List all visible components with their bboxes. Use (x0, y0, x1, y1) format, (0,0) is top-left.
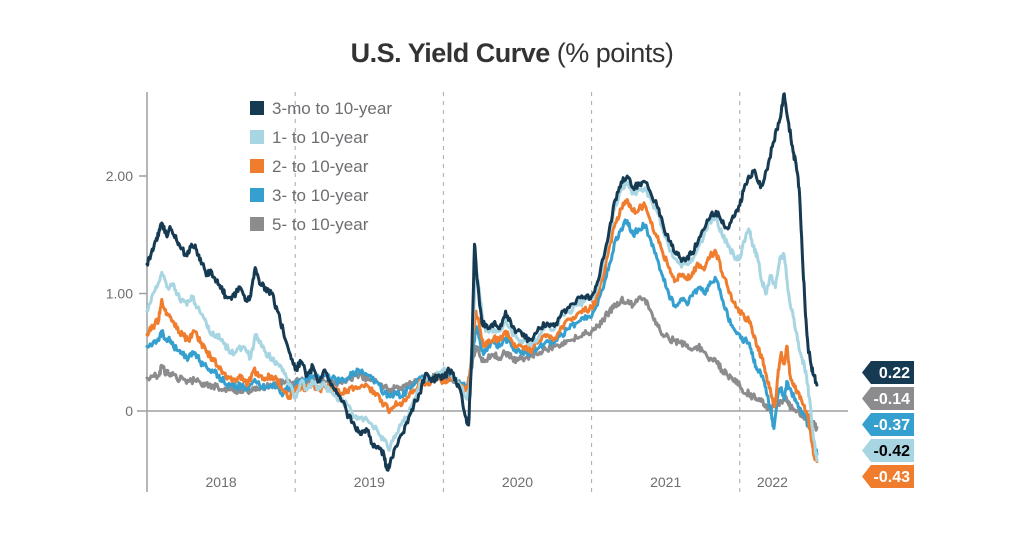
end-value-label: -0.43 (874, 469, 911, 486)
end-value-badge (862, 439, 914, 462)
legend-label: 2- to 10-year (272, 157, 369, 176)
y-ticks: 2.00 1.00 0 (106, 168, 147, 419)
y-tick-label: 1.00 (106, 286, 133, 302)
legend-swatch (250, 188, 264, 202)
legend-label: 5- to 10-year (272, 215, 369, 234)
end-value-badge (862, 387, 914, 410)
x-year-label: 2019 (354, 474, 385, 490)
end-value-label: -0.37 (874, 417, 911, 434)
end-value-badges: 0.22 -0.14 -0.37 -0.42 -0.43 (862, 361, 914, 488)
x-year-label: 2022 (757, 474, 788, 490)
series-line-1-to-10-year (145, 180, 819, 462)
legend-label: 3- to 10-year (272, 186, 369, 205)
end-value-label: -0.42 (874, 443, 911, 460)
x-year-label: 2021 (650, 474, 681, 490)
y-tick-label: 2.00 (106, 168, 133, 184)
chart-title: U.S. Yield Curve (% points) (0, 38, 1024, 69)
x-year-labels: 2018 2019 2020 2021 2022 (206, 474, 789, 490)
x-year-label: 2018 (206, 474, 237, 490)
series-line-3-mo-to-10-year (145, 92, 819, 472)
legend-swatch (250, 217, 264, 231)
series-line-2-to-10-year (145, 198, 819, 463)
end-value-label: 0.22 (879, 365, 910, 382)
legend: 3-mo to 10-year 1- to 10-year 2- to 10-yea… (250, 99, 392, 234)
series-lines (145, 92, 819, 472)
y-tick-label: 0 (125, 403, 133, 419)
end-value-badge (862, 413, 914, 436)
end-value-label: -0.14 (874, 391, 911, 408)
end-value-badge (862, 361, 914, 384)
legend-swatch (250, 159, 264, 173)
axes (137, 92, 848, 492)
legend-swatch (250, 101, 264, 115)
legend-label: 1- to 10-year (272, 128, 369, 147)
series-line-5-to-10-year (145, 295, 819, 432)
chart-title-unit: (% points) (556, 38, 674, 68)
x-year-label: 2020 (502, 474, 533, 490)
legend-label: 3-mo to 10-year (272, 99, 392, 118)
legend-swatch (250, 130, 264, 144)
chart-title-main: U.S. Yield Curve (350, 38, 551, 68)
end-value-badge (862, 465, 914, 488)
year-dividers (294, 92, 741, 492)
